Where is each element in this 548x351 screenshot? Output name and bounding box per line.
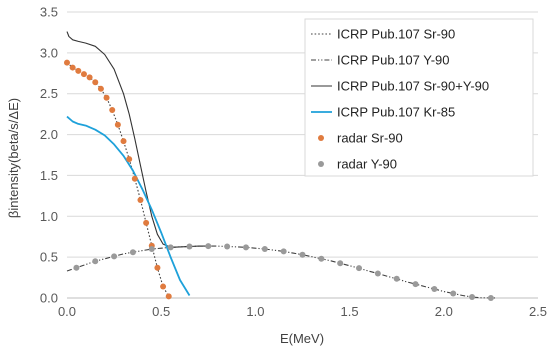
y-tick-label: 0.5 (40, 250, 58, 265)
x-tick-label: 1.0 (246, 304, 264, 319)
legend: ICRP Pub.107 Sr-90 ICRP Pub.107 Y-90 ICRP … (304, 18, 534, 177)
point-radar-sr-90 (154, 264, 161, 271)
x-tick-labels: 0.0 0.5 1.0 1.5 2.0 2.5 (58, 304, 547, 319)
series-line-icrp-pub-107-sr-90-y-90 (66, 31, 209, 248)
point-radar-y-90 (167, 244, 174, 251)
series-line-icrp-pub-107-sr-90 (66, 62, 171, 299)
point-radar-sr-90 (92, 79, 99, 86)
y-tick-label: 2.0 (40, 127, 58, 142)
point-radar-y-90 (450, 290, 457, 297)
gridlines (67, 11, 538, 258)
series-group (64, 31, 497, 301)
x-tick-label: 0.5 (152, 304, 170, 319)
y-tick-label: 3.5 (40, 5, 58, 20)
legend-label-radar-y-90: radar Y-90 (337, 157, 397, 172)
point-radar-y-90 (431, 286, 438, 293)
y-axis-title: βintensity(beta/s/ΔE) (6, 98, 21, 218)
point-radar-y-90 (148, 245, 155, 252)
x-tick-label: 1.5 (341, 304, 359, 319)
point-radar-y-90 (299, 251, 306, 258)
point-radar-sr-90 (86, 74, 93, 81)
point-radar-y-90 (111, 253, 118, 260)
legend-box (304, 18, 534, 177)
point-radar-y-90 (318, 255, 325, 262)
point-radar-y-90 (412, 281, 419, 288)
point-radar-sr-90 (80, 71, 87, 78)
legend-label-icrp-pub-107-y-90: ICRP Pub.107 Y-90 (337, 53, 450, 68)
point-radar-sr-90 (120, 138, 127, 145)
point-radar-y-90 (487, 295, 494, 301)
point-radar-sr-90 (165, 293, 172, 300)
point-radar-sr-90 (131, 175, 138, 182)
legend-swatch-radar-y-90 (318, 161, 324, 167)
point-radar-y-90 (374, 270, 381, 277)
series-line-icrp-pub-107-y-90 (66, 245, 497, 299)
point-radar-y-90 (261, 245, 268, 252)
point-radar-y-90 (469, 294, 476, 301)
y-tick-label: 1.0 (40, 209, 58, 224)
point-radar-y-90 (280, 248, 287, 255)
y-tick-label: 0.0 (40, 291, 58, 306)
x-axis-title: E(MeV) (280, 331, 324, 346)
legend-label-icrp-pub-107-sr-90-y-90: ICRP Pub.107 Sr-90+Y-90 (337, 79, 489, 94)
y-tick-label: 2.5 (40, 86, 58, 101)
point-radar-y-90 (224, 243, 231, 250)
point-radar-y-90 (92, 258, 99, 265)
x-tick-label: 2.5 (529, 304, 547, 319)
legend-label-icrp-pub-107-kr-85: ICRP Pub.107 Kr-85 (337, 105, 455, 120)
point-radar-sr-90 (114, 121, 121, 128)
x-tick-label: 2.0 (435, 304, 453, 319)
x-tick-label: 0.0 (58, 304, 76, 319)
point-radar-y-90 (242, 244, 249, 251)
point-radar-sr-90 (143, 219, 150, 226)
point-radar-sr-90 (126, 156, 133, 163)
y-tick-labels: 0.0 0.5 1.0 1.5 2.0 2.5 3.0 3.5 (40, 5, 58, 306)
point-radar-y-90 (337, 260, 344, 267)
point-radar-sr-90 (64, 59, 70, 66)
point-radar-y-90 (73, 264, 80, 271)
point-radar-y-90 (205, 243, 212, 250)
y-tick-label: 3.0 (40, 45, 58, 60)
point-radar-sr-90 (160, 283, 167, 290)
point-radar-y-90 (393, 275, 400, 282)
point-radar-sr-90 (137, 196, 144, 203)
point-radar-sr-90 (109, 107, 116, 114)
point-radar-sr-90 (103, 94, 110, 101)
legend-label-radar-sr-90: radar Sr-90 (337, 131, 403, 146)
series-line-icrp-pub-107-kr-85 (66, 115, 191, 296)
point-radar-y-90 (129, 249, 136, 256)
legend-swatch-radar-sr-90 (318, 135, 324, 141)
point-radar-y-90 (356, 265, 363, 272)
legend-label-icrp-pub-107-sr-90: ICRP Pub.107 Sr-90 (337, 27, 455, 42)
point-radar-y-90 (186, 243, 193, 250)
y-tick-label: 1.5 (40, 168, 58, 183)
point-radar-sr-90 (69, 64, 76, 71)
point-radar-sr-90 (97, 85, 104, 92)
point-radar-sr-90 (75, 67, 82, 74)
